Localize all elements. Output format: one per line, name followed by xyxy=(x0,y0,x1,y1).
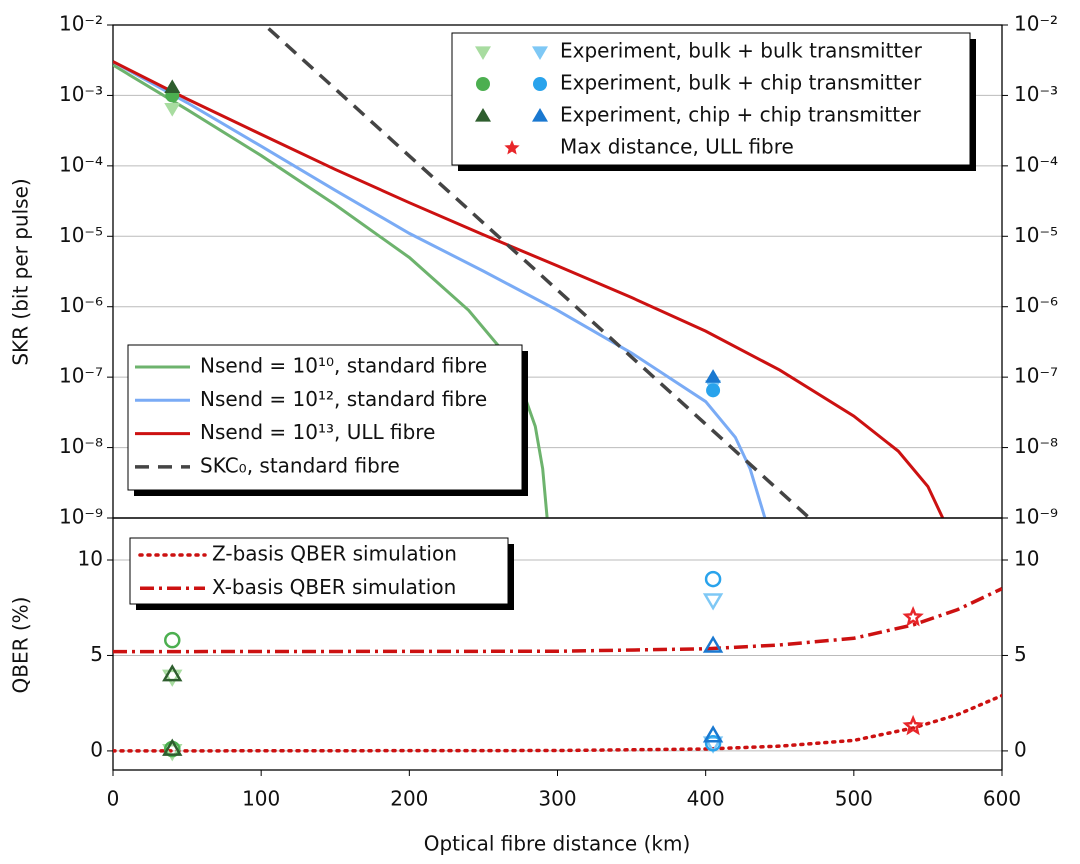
data-point xyxy=(164,631,181,649)
data-point xyxy=(705,369,722,383)
legend-label: Z-basis QBER simulation xyxy=(212,542,457,566)
plot-area xyxy=(113,587,1002,753)
y-tick-label: 0 xyxy=(90,737,103,761)
y-tick-label: 10⁻² xyxy=(59,12,103,36)
y-tick-label: 10⁻⁶ xyxy=(59,293,103,317)
legend-marker xyxy=(504,140,520,155)
data-point xyxy=(162,744,183,762)
y-tick-label: 0 xyxy=(1014,737,1027,761)
y-tick-label: 10⁻⁸ xyxy=(59,434,103,458)
legend-marker xyxy=(532,46,548,60)
x-tick-label: 400 xyxy=(687,787,725,811)
legend-label: Max distance, ULL fibre xyxy=(560,135,794,159)
y-tick-label: 5 xyxy=(1014,642,1027,666)
y-tick-label: 10⁻⁶ xyxy=(1014,293,1058,317)
legend-box xyxy=(129,537,509,605)
legend-label: X-basis QBER simulation xyxy=(212,575,456,599)
data-point xyxy=(902,606,924,627)
y-tick-label: 10⁻³ xyxy=(59,82,103,106)
legend-marker xyxy=(533,77,547,91)
x-tick-label: 0 xyxy=(107,787,120,811)
y-tick-label: 10⁻⁵ xyxy=(59,223,103,247)
data-point xyxy=(704,735,722,752)
y-tick-label: 10⁻⁴ xyxy=(59,152,103,176)
x-axis-label: Optical fibre distance (km) xyxy=(424,832,691,856)
data-point xyxy=(702,736,724,754)
y-tick-label: 10⁻⁷ xyxy=(59,364,103,388)
legend-label: Nsend = 10¹³, ULL fibre xyxy=(200,420,435,444)
y-tick-label: 5 xyxy=(90,642,103,666)
legend-marker xyxy=(475,108,491,122)
legend-box xyxy=(127,344,523,491)
plot-frame xyxy=(112,517,1003,771)
data-point xyxy=(164,79,181,94)
data-point xyxy=(702,593,724,611)
data-point xyxy=(702,725,724,743)
y-tick-label: 10⁻² xyxy=(1014,12,1058,36)
legend-label: Experiment, bulk + bulk transmitter xyxy=(560,39,923,63)
series-line xyxy=(113,60,945,518)
legend-marker xyxy=(532,108,548,122)
y-tick-label: 10 xyxy=(78,547,103,571)
legend-label: Nsend = 10¹⁰, standard fibre xyxy=(200,354,487,378)
series-line xyxy=(113,60,767,518)
legend-marker xyxy=(476,77,490,91)
x-tick-label: 600 xyxy=(983,787,1021,811)
data-point xyxy=(702,635,724,653)
y-tick-label: 10⁻⁹ xyxy=(1014,505,1058,529)
series-line xyxy=(267,27,811,518)
data-point xyxy=(706,383,721,398)
y-tick-label: 10⁻⁴ xyxy=(1014,152,1058,176)
x-tick-label: 200 xyxy=(390,787,428,811)
y-axis-label: SKR (bit per pulse) xyxy=(9,178,33,365)
y-tick-label: 10 xyxy=(1014,547,1039,571)
y-tick-label: 10⁻⁷ xyxy=(1014,364,1058,388)
y-tick-label: 10⁻⁸ xyxy=(1014,434,1058,458)
data-point xyxy=(162,664,183,682)
series-line xyxy=(113,693,1002,753)
legend-label: SKC₀, standard fibre xyxy=(200,453,400,477)
legend-label: Nsend = 10¹², standard fibre xyxy=(200,387,487,411)
legend-label: Experiment, chip + chip transmitter xyxy=(560,103,921,127)
data-point xyxy=(162,738,183,756)
data-point xyxy=(164,103,181,117)
data-point xyxy=(704,570,722,588)
y-tick-label: 10⁻³ xyxy=(1014,82,1058,106)
data-point xyxy=(902,714,924,736)
legend-marker xyxy=(475,46,491,60)
legend-label: Experiment, bulk + chip transmitter xyxy=(560,71,922,95)
plot-area xyxy=(113,27,945,518)
series-line xyxy=(113,63,549,518)
y-axis-label: QBER (%) xyxy=(9,597,33,694)
series-line xyxy=(113,587,1002,654)
data-point xyxy=(162,669,183,687)
y-tick-label: 10⁻⁹ xyxy=(59,505,103,529)
x-tick-label: 300 xyxy=(538,787,576,811)
y-tick-label: 10⁻⁵ xyxy=(1014,223,1058,247)
x-tick-label: 500 xyxy=(835,787,873,811)
x-tick-label: 100 xyxy=(242,787,280,811)
